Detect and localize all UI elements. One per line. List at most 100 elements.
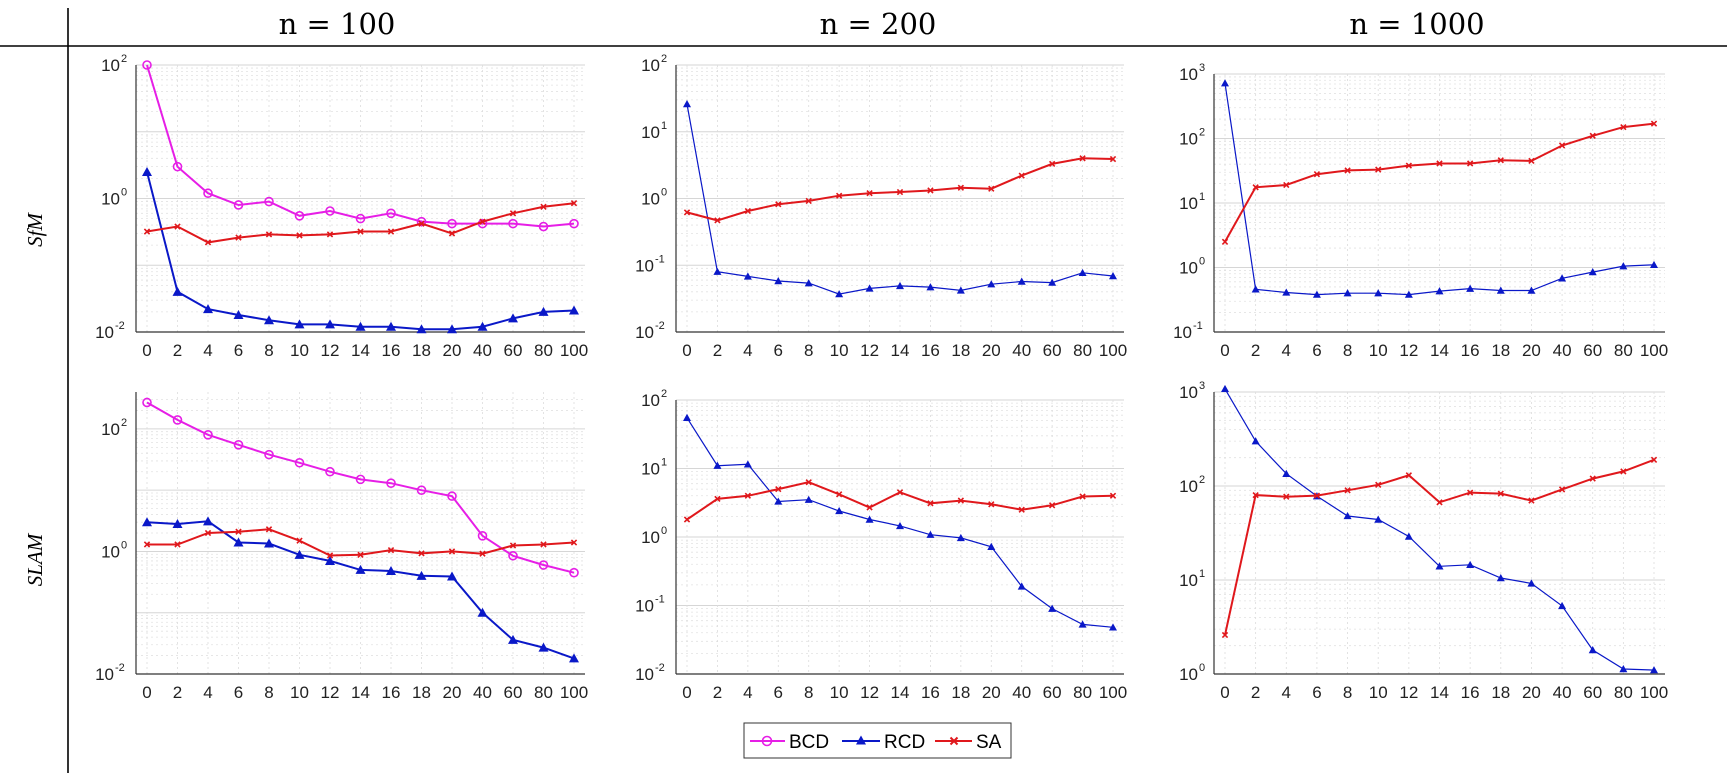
- x-tick-label: 6: [774, 683, 783, 702]
- data-point-rcd: [804, 495, 813, 503]
- data-point-rcd: [956, 533, 965, 542]
- data-point-sa: [927, 187, 934, 194]
- y-tick-label: 10: [1179, 383, 1198, 402]
- y-tick-label: 10: [101, 56, 120, 75]
- x-tick-label: 18: [1491, 683, 1510, 702]
- y-tick-exponent: 2: [1199, 474, 1205, 486]
- data-point-bcd: [416, 216, 427, 227]
- data-point-rcd: [447, 571, 457, 581]
- data-point-rcd: [683, 413, 691, 421]
- y-tick-exponent: 2: [121, 417, 127, 429]
- x-tick-label: 12: [860, 341, 879, 360]
- y-tick-exponent: 1: [661, 120, 667, 132]
- x-tick-label: 0: [1220, 683, 1229, 702]
- legend-label-rcd: RCD: [884, 732, 925, 753]
- data-point-sa: [479, 550, 486, 557]
- data-point-sa: [1313, 170, 1321, 178]
- data-point-rcd: [294, 319, 305, 329]
- x-tick-label: 4: [1282, 683, 1291, 702]
- data-point-sa: [896, 489, 904, 496]
- data-point-rcd: [264, 538, 274, 548]
- x-tick-label: 80: [1073, 341, 1092, 360]
- data-point-sa: [1528, 157, 1535, 165]
- data-point-rcd: [743, 272, 752, 280]
- data-point-sa: [1620, 123, 1627, 131]
- data-point-rcd: [1221, 384, 1229, 393]
- x-tick-label: 6: [234, 341, 243, 360]
- y-tick-exponent: 0: [1199, 256, 1205, 268]
- data-point-sa: [1466, 489, 1474, 496]
- data-point-rcd: [1343, 289, 1352, 297]
- data-point-bcd: [203, 188, 213, 199]
- x-tick-label: 20: [982, 683, 1001, 702]
- y-tick-label: 10: [95, 323, 114, 342]
- data-point-bcd: [569, 218, 579, 229]
- x-tick-label: 12: [321, 683, 340, 702]
- x-tick-label: 80: [534, 683, 553, 702]
- x-tick-label: 60: [1583, 341, 1602, 360]
- y-tick-label: 10: [641, 123, 660, 142]
- data-point-sa: [683, 209, 691, 216]
- data-point-sa: [805, 197, 812, 205]
- y-tick-label: 10: [95, 665, 114, 684]
- y-tick-exponent: 0: [661, 525, 667, 537]
- data-point-bcd: [508, 550, 518, 561]
- x-tick-label: 14: [891, 341, 910, 360]
- x-tick-label: 60: [504, 341, 523, 360]
- data-point-sa: [1079, 493, 1086, 500]
- data-point-sa: [744, 492, 752, 499]
- data-point-rcd: [1017, 582, 1026, 590]
- y-tick-label: 10: [101, 190, 120, 209]
- y-tick-label: 10: [101, 420, 120, 439]
- x-tick-label: 4: [743, 341, 752, 360]
- x-tick-label: 2: [1251, 683, 1260, 702]
- legend-label-bcd: BCD: [789, 732, 829, 753]
- data-point-rcd: [1496, 574, 1505, 582]
- data-point-sa: [988, 501, 995, 508]
- x-tick-label: 0: [142, 341, 151, 360]
- data-point-rcd: [683, 100, 691, 108]
- data-point-rcd: [386, 321, 396, 331]
- data-point-sa: [1048, 502, 1056, 509]
- data-point-rcd: [865, 284, 874, 292]
- x-tick-label: 2: [173, 683, 182, 702]
- y-tick-exponent: 3: [1199, 62, 1205, 74]
- y-tick-label: 10: [1179, 477, 1198, 496]
- x-tick-label: 8: [1343, 341, 1352, 360]
- x-tick-label: 100: [1099, 683, 1127, 702]
- data-point-sa: [1589, 475, 1596, 482]
- data-point-bcd: [355, 213, 366, 224]
- data-point-rcd: [538, 306, 549, 316]
- y-tick-exponent: -2: [115, 320, 125, 332]
- y-tick-exponent: 1: [1199, 191, 1205, 203]
- data-point-rcd: [294, 549, 305, 559]
- data-point-rcd: [1558, 601, 1567, 610]
- data-point-bcd: [447, 491, 457, 501]
- x-tick-label: 100: [560, 683, 588, 702]
- x-tick-label: 0: [682, 683, 691, 702]
- data-point-rcd: [1496, 286, 1505, 294]
- x-tick-label: 100: [1640, 341, 1668, 360]
- data-point-rcd: [1109, 623, 1117, 631]
- x-tick-label: 40: [1012, 683, 1031, 702]
- data-point-sa: [509, 542, 517, 549]
- data-point-rcd: [355, 321, 366, 331]
- data-point-rcd: [774, 277, 783, 285]
- data-point-sa: [1650, 120, 1658, 127]
- data-point-rcd: [987, 280, 996, 288]
- data-point-rcd: [896, 521, 904, 530]
- legend-marker-rcd: [856, 735, 866, 745]
- data-point-sa: [265, 231, 273, 238]
- data-point-sa: [1252, 491, 1259, 499]
- data-point-sa: [744, 207, 752, 215]
- data-point-rcd: [1017, 277, 1026, 285]
- x-tick-label: 12: [321, 341, 340, 360]
- data-point-sa: [1109, 492, 1117, 499]
- y-tick-exponent: 0: [121, 539, 127, 551]
- data-point-rcd: [1251, 285, 1260, 293]
- data-point-sa: [1436, 160, 1443, 167]
